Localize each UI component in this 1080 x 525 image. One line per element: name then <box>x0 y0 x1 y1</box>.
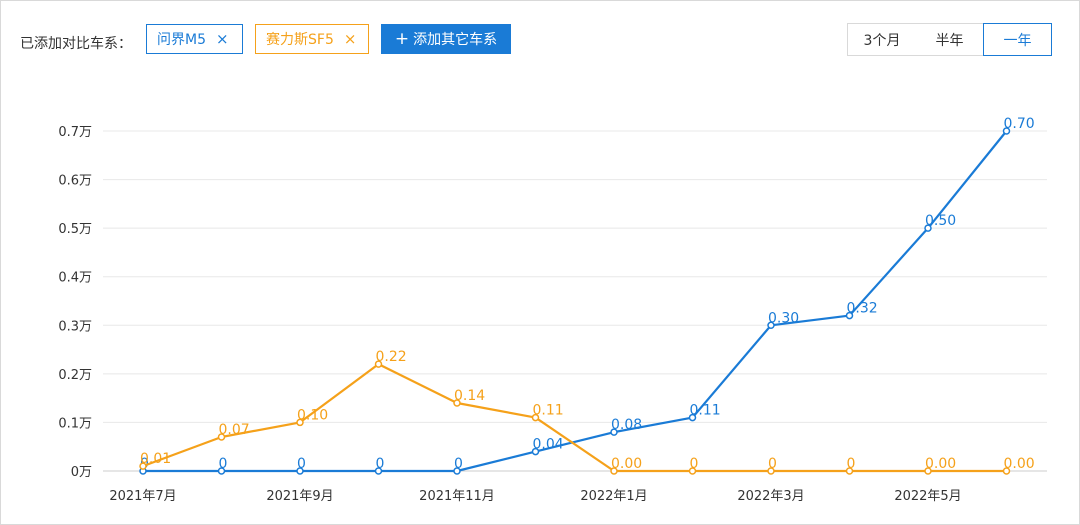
data-point <box>453 399 461 407</box>
y-tick-label: 0.5万 <box>58 222 92 237</box>
data-point <box>139 462 147 470</box>
y-tick-label: 0.7万 <box>58 125 92 140</box>
data-label: 0 <box>847 456 856 472</box>
data-label: 0 <box>768 456 777 472</box>
x-tick-label: 2022年3月 <box>737 489 804 504</box>
data-label: 0.50 <box>925 213 956 229</box>
data-label: 0.30 <box>768 310 799 326</box>
y-tick-label: 0万 <box>71 465 92 480</box>
data-point <box>296 467 304 475</box>
x-tick-label: 2022年5月 <box>894 489 961 504</box>
compare-chip-seres-sf5[interactable]: 赛力斯SF5 × <box>255 24 369 54</box>
add-series-button[interactable]: + 添加其它车系 <box>381 24 511 54</box>
data-point <box>453 467 461 475</box>
close-icon[interactable]: × <box>216 30 229 48</box>
data-point <box>767 467 775 475</box>
data-label: 0 <box>297 456 306 472</box>
data-label: 0.22 <box>376 349 407 365</box>
y-tick-label: 0.4万 <box>58 271 92 286</box>
data-label: 0.11 <box>533 403 564 419</box>
add-series-label: 添加其它车系 <box>413 32 498 48</box>
data-point <box>1002 127 1011 135</box>
data-point <box>296 418 304 427</box>
data-point <box>610 428 618 436</box>
data-point <box>767 321 775 330</box>
data-label: 0 <box>454 456 463 472</box>
data-label: 0.70 <box>1004 116 1035 132</box>
close-icon[interactable]: × <box>343 30 357 48</box>
data-label: 0 <box>376 456 385 472</box>
data-point <box>217 433 226 441</box>
data-label: 0.00 <box>925 456 956 472</box>
data-label: 0.07 <box>219 422 250 438</box>
series-line <box>142 363 1007 473</box>
data-point <box>924 467 932 475</box>
x-tick-label: 2021年7月 <box>109 489 176 504</box>
y-tick-label: 0.3万 <box>58 319 92 334</box>
data-label: 0.14 <box>454 388 485 404</box>
data-label: 0 <box>219 456 228 472</box>
data-label: 0 <box>690 456 699 472</box>
compare-chip-wenjie-m5[interactable]: 问界M5 × <box>146 24 243 54</box>
data-point <box>610 467 618 475</box>
data-point <box>217 467 226 475</box>
x-tick-label: 2021年9月 <box>266 489 333 504</box>
data-label: 0.32 <box>847 301 878 317</box>
data-label: 0.08 <box>611 417 642 433</box>
data-label: 0.00 <box>1004 456 1035 472</box>
data-point <box>688 413 697 422</box>
chip-label: 赛力斯SF5 <box>266 32 334 48</box>
data-label: 0.00 <box>611 456 642 472</box>
data-label: 0.01 <box>140 451 171 467</box>
x-tick-label: 2022年1月 <box>580 489 647 504</box>
x-tick-label: 2021年11月 <box>419 489 495 504</box>
compare-prefix-label: 已添加对比车系： <box>20 36 132 52</box>
y-tick-label: 0.1万 <box>58 416 92 431</box>
data-label: 0.10 <box>297 407 328 423</box>
data-point <box>1002 467 1011 475</box>
range-half-year-button[interactable]: 半年 <box>916 23 984 56</box>
data-point <box>374 360 383 368</box>
data-label: 0.11 <box>690 403 721 419</box>
data-point <box>924 224 932 232</box>
data-point <box>845 467 854 475</box>
range-one-year-button[interactable]: 一年 <box>983 23 1052 56</box>
data-point <box>531 447 540 456</box>
data-point <box>845 311 854 320</box>
data-point <box>531 413 540 422</box>
data-point <box>688 467 697 475</box>
y-tick-label: 0.6万 <box>58 174 92 189</box>
plus-icon: + <box>394 29 410 49</box>
range-3-months-button[interactable]: 3个月 <box>847 23 917 56</box>
data-point <box>374 467 383 475</box>
data-label: 0.04 <box>533 437 564 453</box>
y-tick-label: 0.2万 <box>58 368 92 383</box>
series-line <box>143 130 1008 473</box>
chip-label: 问界M5 <box>157 32 206 48</box>
